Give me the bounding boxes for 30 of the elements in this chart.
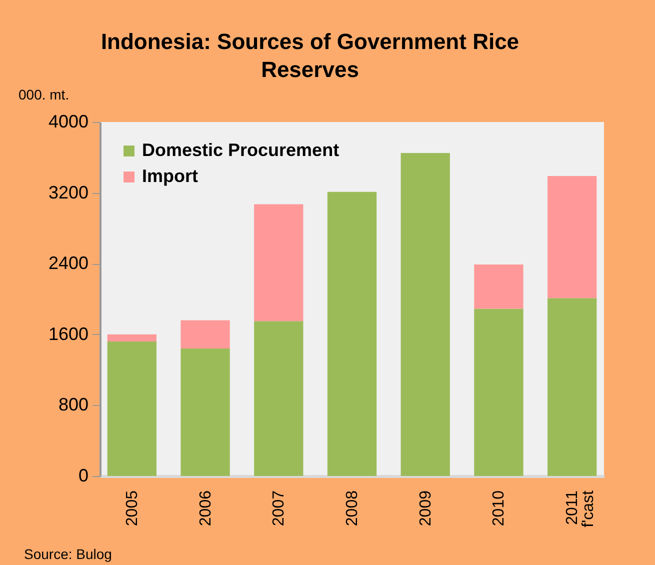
- bar: [107, 334, 156, 342]
- legend-label: Domestic Procurement: [142, 140, 340, 160]
- y-tick-label: 800: [58, 394, 88, 415]
- bar: [327, 192, 377, 476]
- source-note: Source: Bulog: [24, 546, 112, 562]
- chart-title: Indonesia: Sources of Government Rice Reserves: [100, 28, 520, 84]
- bar: [180, 320, 230, 349]
- bar: [474, 308, 524, 476]
- y-tick-label: 2400: [48, 253, 88, 274]
- x-tick-label: 2011 f'cast: [564, 490, 598, 528]
- y-tick-label: 0: [78, 466, 88, 486]
- bar: [254, 321, 304, 476]
- y-tick-label: 3200: [48, 182, 88, 202]
- y-axis-title: 000. mt.: [18, 86, 70, 102]
- bar: [107, 341, 156, 476]
- bar: [548, 176, 597, 298]
- legend-label: Import: [142, 166, 198, 186]
- bar: [548, 298, 597, 476]
- bar: [180, 348, 230, 476]
- x-tick-label: 2006: [197, 490, 214, 526]
- x-tick-label: 2007: [270, 490, 288, 526]
- bar: [400, 152, 450, 476]
- y-tick-label: 1600: [48, 324, 88, 344]
- x-tick-label: 2009: [417, 490, 434, 526]
- x-tick-label: 2010: [490, 490, 508, 526]
- x-tick-label: 2005: [124, 490, 141, 526]
- bar: [474, 264, 524, 309]
- y-tick-label: 4000: [48, 112, 88, 132]
- x-tick-label: 2008: [344, 490, 361, 526]
- bar: [254, 204, 304, 322]
